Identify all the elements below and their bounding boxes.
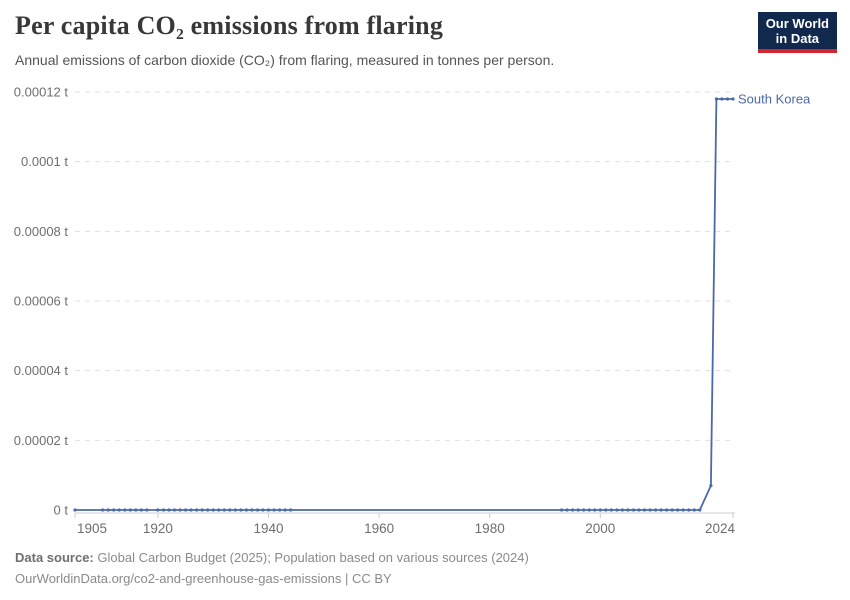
x-axis-tick-label: 1940 xyxy=(254,521,284,536)
data-point xyxy=(731,97,735,101)
y-axis-tick-label: 0.00008 t xyxy=(14,224,69,239)
data-point xyxy=(692,508,696,512)
data-point xyxy=(278,508,282,512)
data-point xyxy=(184,508,188,512)
data-point xyxy=(123,508,127,512)
data-point xyxy=(289,508,293,512)
data-point xyxy=(106,508,110,512)
data-point xyxy=(609,508,614,512)
data-point xyxy=(604,508,608,512)
data-point xyxy=(255,508,260,512)
data-point xyxy=(676,508,680,512)
data-point xyxy=(239,508,243,512)
data-point xyxy=(582,508,586,512)
data-point xyxy=(725,97,730,101)
data-source-label: Data source: xyxy=(15,550,94,565)
data-point xyxy=(681,508,685,512)
data-point xyxy=(670,508,674,512)
data-point xyxy=(565,508,569,512)
data-point xyxy=(222,508,226,512)
data-point xyxy=(637,508,641,512)
data-point xyxy=(228,508,232,512)
data-point xyxy=(128,508,132,512)
x-axis-tick-label: 1905 xyxy=(77,521,107,536)
y-axis-tick-label: 0.00012 t xyxy=(14,85,69,100)
data-point xyxy=(117,508,121,512)
footer: Data source: Global Carbon Budget (2025)… xyxy=(15,547,529,589)
data-point xyxy=(112,508,116,512)
data-point xyxy=(283,508,287,512)
data-point xyxy=(571,508,575,512)
data-source-text: Global Carbon Budget (2025); Population … xyxy=(97,550,529,565)
data-point xyxy=(687,508,691,512)
x-axis-tick-label: 2024 xyxy=(705,521,736,536)
data-point xyxy=(720,97,724,101)
data-point xyxy=(626,508,630,512)
footer-datasource-line: Data source: Global Carbon Budget (2025)… xyxy=(15,547,529,568)
owid-logo-line2: in Data xyxy=(775,31,820,46)
data-point xyxy=(560,508,564,512)
data-point xyxy=(195,508,199,512)
data-point xyxy=(211,508,215,512)
series-line xyxy=(74,98,734,511)
footer-citation-line: OurWorldinData.org/co2-and-greenhouse-ga… xyxy=(15,571,392,586)
data-point xyxy=(665,508,669,512)
data-point xyxy=(217,508,221,512)
data-point xyxy=(261,508,265,512)
data-point xyxy=(156,508,160,512)
data-point xyxy=(654,508,658,512)
data-point xyxy=(576,508,580,512)
data-point xyxy=(189,508,193,512)
data-point xyxy=(161,508,166,512)
x-axis-tick-label: 1920 xyxy=(143,521,173,536)
data-point xyxy=(272,508,276,512)
chart-subtitle: Annual emissions of carbon dioxide (CO₂)… xyxy=(15,52,555,68)
data-point xyxy=(200,508,204,512)
series-label: South Korea xyxy=(738,91,811,106)
y-axis-tick-label: 0.00006 t xyxy=(14,294,69,309)
y-axis-tick-label: 0.00004 t xyxy=(14,363,69,378)
data-point xyxy=(244,508,248,512)
data-point xyxy=(598,508,602,512)
owid-logo: Our World in Data xyxy=(757,12,837,53)
data-point xyxy=(172,508,177,512)
data-point xyxy=(620,508,625,512)
data-point xyxy=(631,508,636,512)
data-point xyxy=(167,508,171,512)
line-chart: 0 t 0.00002 t 0.00004 t 0.00006 t 0.00008 t 0… xyxy=(14,85,811,537)
data-point xyxy=(615,508,619,512)
data-point xyxy=(250,508,254,512)
y-axis-tick-label: 0 t xyxy=(54,503,69,518)
data-point xyxy=(266,508,271,512)
data-point xyxy=(145,508,149,512)
data-point xyxy=(709,484,713,488)
data-point xyxy=(139,508,143,512)
y-axis-tick-label: 0.00002 t xyxy=(14,433,69,448)
data-point xyxy=(73,508,77,512)
data-point xyxy=(134,508,138,512)
data-point xyxy=(587,508,591,512)
x-axis-tick-label: 2000 xyxy=(585,521,615,536)
data-point xyxy=(178,508,182,512)
chart-title: Per capita CO₂ emissions from flaring xyxy=(15,11,444,40)
data-point xyxy=(233,508,237,512)
y-axis-tick-label: 0.0001 t xyxy=(21,154,68,169)
data-point xyxy=(206,508,210,512)
data-point xyxy=(642,508,647,512)
x-axis-tick-label: 1960 xyxy=(364,521,394,536)
data-point xyxy=(593,508,597,512)
x-axis-tick-label: 1980 xyxy=(475,521,505,536)
owid-logo-line1: Our World xyxy=(765,16,829,31)
data-point xyxy=(659,508,663,512)
data-point xyxy=(101,508,105,512)
data-point xyxy=(648,508,652,512)
data-point xyxy=(714,97,719,101)
data-point xyxy=(698,508,702,512)
